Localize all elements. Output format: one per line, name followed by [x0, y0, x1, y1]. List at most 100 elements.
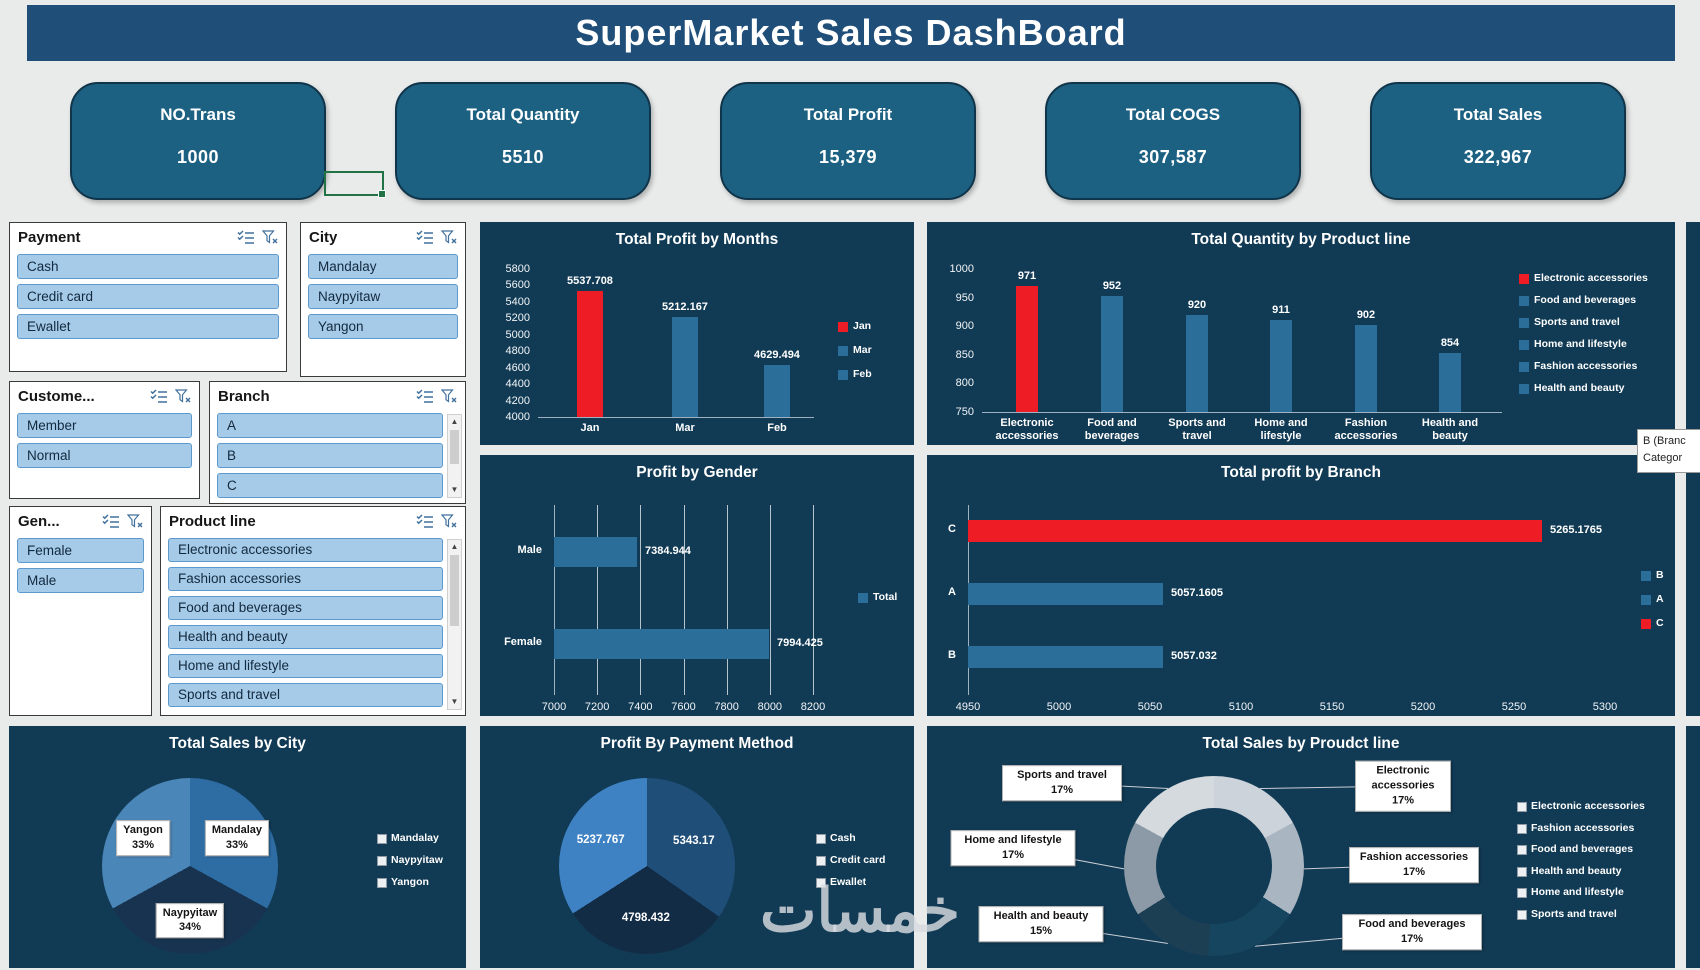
y-axis-tick: 5600	[505, 279, 530, 292]
y-axis-line	[554, 505, 555, 695]
bar	[672, 317, 698, 417]
legend-label: Home and lifestyle	[1531, 886, 1624, 898]
slicer-item[interactable]: Male	[17, 568, 144, 593]
x-axis-tick: 5200	[1410, 701, 1436, 713]
multi-select-icon[interactable]	[102, 514, 120, 529]
scroll-up-arrow[interactable]: ▲	[450, 417, 459, 426]
chart-title: Total Profit by Months	[615, 231, 779, 248]
kpi-card-total-profit: Total Profit 15,379	[720, 82, 976, 200]
data-label: 920	[1187, 299, 1207, 311]
slicer-title: City	[309, 229, 338, 246]
bar	[1439, 353, 1461, 412]
slicer-item[interactable]: Member	[17, 413, 192, 438]
legend-marker	[1519, 340, 1529, 350]
slicer-item[interactable]: Sports and travel	[168, 683, 443, 707]
legend-marker	[838, 322, 848, 332]
legend-marker	[816, 878, 826, 888]
kpi-card-no-trans: NO.Trans 1000	[70, 82, 326, 200]
slice-label: Yangon 33%	[116, 820, 170, 857]
scroll-up-arrow[interactable]: ▲	[450, 542, 459, 551]
data-label: 971	[1017, 270, 1037, 282]
multi-select-icon[interactable]	[416, 514, 434, 529]
slicer-item[interactable]: Normal	[17, 443, 192, 468]
slicer-gender: Gen... Female Male	[9, 506, 152, 716]
legend-label: Sports and travel	[1531, 907, 1617, 920]
bar	[1355, 325, 1377, 412]
slice-label: 4798.432	[621, 911, 670, 924]
slicer-header: Gen...	[10, 507, 151, 532]
multi-select-icon[interactable]	[416, 389, 434, 404]
slicer-item[interactable]: Naypyitaw	[308, 284, 458, 309]
scroll-thumb[interactable]	[450, 555, 459, 626]
gridline	[726, 505, 728, 695]
slicer-title: Custome...	[18, 388, 95, 405]
slicer-item[interactable]: Credit card	[17, 284, 279, 309]
clear-filter-icon[interactable]	[127, 514, 143, 529]
slicer-item[interactable]: Home and lifestyle	[168, 654, 443, 678]
field-tooltip: B (Branc Categor	[1637, 429, 1700, 473]
slicer-item[interactable]: Food and beverages	[168, 596, 443, 620]
clear-filter-icon[interactable]	[175, 389, 191, 404]
slicer-item-list: Member Normal	[17, 413, 192, 494]
multi-select-icon[interactable]	[416, 230, 434, 245]
clear-filter-icon[interactable]	[441, 230, 457, 245]
x-axis-tick: 4950	[955, 701, 981, 713]
slicer-item[interactable]: B	[217, 443, 443, 468]
slicer-item-list: Electronic accessories Fashion accessorie…	[168, 538, 443, 711]
chart-total-profit-by-branch: Total profit by Branch 4950 5000 5050 5100 5…	[927, 455, 1675, 716]
y-axis-tick: 750	[955, 406, 974, 418]
scroll-down-arrow[interactable]: ▼	[450, 697, 459, 706]
slicer-item[interactable]: Mandalay	[308, 254, 458, 279]
slicer-item[interactable]: Yangon	[308, 314, 458, 339]
slicer-scrollbar[interactable]: ▲ ▼	[447, 539, 462, 710]
slicer-item[interactable]: A	[217, 413, 443, 438]
slicer-item[interactable]: Fashion accessories	[168, 567, 443, 591]
slicer-item[interactable]: Cash	[17, 254, 279, 279]
kpi-label: Total COGS	[1125, 105, 1221, 124]
multi-select-icon[interactable]	[150, 389, 168, 404]
slicer-item[interactable]: Ewallet	[17, 314, 279, 339]
legend-label: Yangon	[391, 876, 429, 888]
legend-label: Cash	[830, 832, 856, 844]
legend-label: Food and beverages	[1531, 843, 1634, 855]
x-axis-tick: 5100	[1228, 701, 1254, 713]
kpi-value: 15,379	[818, 147, 878, 167]
clear-filter-icon[interactable]	[262, 230, 278, 245]
category-label: A	[948, 586, 956, 598]
slicer-item[interactable]: Health and beauty	[168, 625, 443, 649]
chart-title: Profit By Payment Method	[600, 735, 794, 752]
slicer-customer-type: Custome... Member Normal	[9, 381, 200, 499]
scroll-down-arrow[interactable]: ▼	[450, 485, 459, 494]
clear-filter-icon[interactable]	[441, 514, 457, 529]
callout-label: Health and beauty 15%	[978, 906, 1104, 942]
legend-marker	[1641, 619, 1651, 629]
category-label: Mar	[675, 422, 695, 434]
callout-label: Fashion accessories 17%	[1349, 847, 1479, 883]
bar	[764, 365, 790, 417]
scroll-thumb[interactable]	[450, 430, 459, 465]
y-axis-tick: 5800	[505, 263, 530, 275]
legend-label: Fashion accessories	[1531, 821, 1635, 834]
legend-marker	[1519, 274, 1529, 284]
legend-marker	[1519, 296, 1529, 306]
y-axis-tick: 4800	[505, 345, 530, 358]
bar	[554, 629, 769, 659]
legend-marker	[858, 593, 868, 603]
y-axis-tick: 4400	[505, 378, 530, 391]
slicer-item[interactable]: Female	[17, 538, 144, 563]
slicer-item[interactable]: C	[217, 473, 443, 498]
chart-title: Total profit by Branch	[1221, 464, 1381, 481]
legend-marker	[816, 834, 826, 844]
legend-marker	[1517, 866, 1527, 877]
category-label: Female	[504, 636, 542, 648]
slice-label: 5343.17	[673, 834, 715, 847]
slicer-scrollbar[interactable]: ▲ ▼	[447, 414, 462, 498]
clear-filter-icon[interactable]	[441, 389, 457, 404]
slicer-item[interactable]: Electronic accessories	[168, 538, 443, 562]
slicer-header: Payment	[10, 223, 286, 248]
multi-select-icon[interactable]	[237, 230, 255, 245]
slice-label: 5237.767	[576, 833, 625, 846]
bar	[577, 291, 603, 417]
chart-title: Profit by Gender	[636, 464, 758, 481]
